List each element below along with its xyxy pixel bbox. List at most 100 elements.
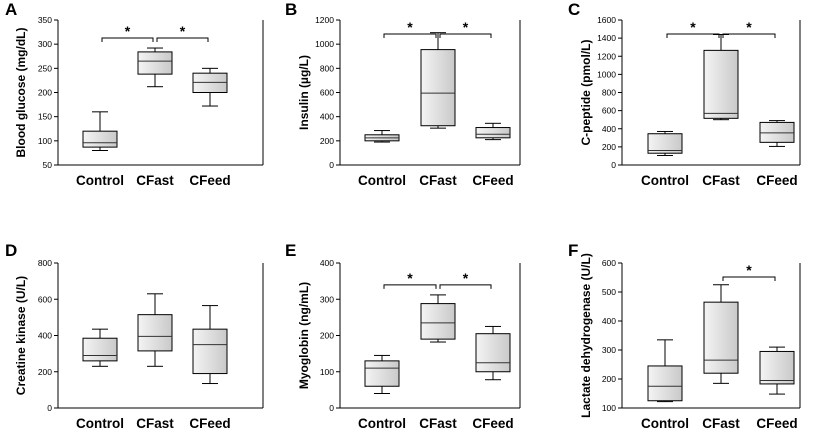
panel-c: C C-peptide (pmol/L) 0 200 400 600 800 1000 1200… bbox=[568, 0, 801, 188]
panel-d-y-tick-label: 400 bbox=[38, 331, 52, 341]
panel-a-significance-0: * bbox=[101, 23, 154, 43]
panel-d-box-cfeed-iqr bbox=[192, 328, 228, 375]
panel-d-letter: D bbox=[5, 241, 17, 260]
panel-e-y-tick-label: 200 bbox=[320, 331, 334, 341]
panel-f-box-cfeed bbox=[759, 346, 795, 395]
panel-e-x-label-control: Control bbox=[358, 416, 406, 430]
panel-a-significance-1-label: * bbox=[180, 23, 186, 39]
panel-b-significance-1-bracket bbox=[439, 33, 492, 38]
panel-c-letter: C bbox=[568, 0, 580, 19]
panel-a-x-label-cfeed: CFeed bbox=[189, 173, 230, 188]
panel-e-x-label-cfeed: CFeed bbox=[472, 416, 513, 430]
panel-c-y-tick-label: 0 bbox=[611, 160, 616, 170]
panel-a-box-control bbox=[82, 111, 118, 151]
panel-c-significance-1-bracket bbox=[722, 33, 776, 38]
panel-e-box-cfeed bbox=[475, 325, 511, 381]
panel-b-box-cfast bbox=[420, 32, 456, 129]
panel-a-significance-1-bracket bbox=[156, 37, 209, 43]
panel-a-x-label-cfast: CFast bbox=[136, 173, 174, 188]
panel-a-box-cfast-iqr bbox=[137, 51, 173, 75]
panel-e-significance-1-bracket bbox=[439, 284, 492, 289]
panel-b-letter: B bbox=[285, 0, 297, 19]
panel-c-y-axis-label: C-peptide (pmol/L) bbox=[579, 40, 593, 146]
panel-f-significance-0-label: * bbox=[746, 262, 752, 278]
panel-c-y-tick-label: 200 bbox=[602, 142, 616, 152]
panel-c-box-control bbox=[647, 130, 683, 156]
panel-d-x-label-control: Control bbox=[76, 416, 124, 430]
panel-c-significance-0-label: * bbox=[690, 19, 696, 35]
panel-b-significance-0: * bbox=[383, 19, 437, 38]
panel-d-y-tick-label: 0 bbox=[47, 403, 52, 413]
panel-a-y-tick-label: 50 bbox=[43, 160, 53, 170]
panel-c-x-label-cfast: CFast bbox=[702, 173, 740, 188]
panel-c-x-label-cfeed: CFeed bbox=[756, 173, 797, 188]
panel-d-box-cfast bbox=[137, 293, 173, 367]
panel-d-box-cfeed bbox=[192, 305, 228, 385]
panel-c-box-cfast-iqr bbox=[703, 49, 739, 119]
panel-c-y-tick-label: 800 bbox=[602, 88, 616, 98]
panel-a-box-cfast bbox=[137, 47, 173, 88]
panel-b-y-tick-label: 400 bbox=[320, 112, 334, 122]
panel-d-y-tick-label: 600 bbox=[38, 294, 52, 304]
panel-f-y-tick-label: 400 bbox=[602, 316, 616, 326]
panel-b-box-cfast-iqr bbox=[420, 49, 456, 127]
panel-b: B Insulin (µg/L) 0 200 400 600 800 1000 1200 Cont… bbox=[285, 0, 521, 188]
panel-f-box-cfast bbox=[703, 284, 739, 384]
panel-f-y-tick-label: 200 bbox=[602, 374, 616, 384]
panel-b-y-tick-label: 800 bbox=[320, 63, 334, 73]
panel-a-y-tick-label: 250 bbox=[38, 63, 52, 73]
panel-a-y-axis-label: Blood glucose (mg/dL) bbox=[14, 28, 28, 158]
panel-c-x-label-control: Control bbox=[641, 173, 689, 188]
panel-e-box-cfast-iqr bbox=[420, 303, 456, 340]
panel-b-x-label-cfeed: CFeed bbox=[472, 173, 513, 188]
panel-e-significance-1-label: * bbox=[463, 270, 469, 286]
panel-e-box-control-iqr bbox=[364, 360, 400, 387]
panel-f-y-tick-label: 600 bbox=[602, 258, 616, 268]
panel-a-significance-0-label: * bbox=[125, 23, 131, 39]
panel-e-box-cfast bbox=[420, 294, 456, 343]
panel-a-y-tick-label: 300 bbox=[38, 39, 52, 49]
panel-c-significance-0: * bbox=[666, 19, 720, 38]
panel-d-y-tick-label: 800 bbox=[38, 258, 52, 268]
panel-c-y-tick-label: 400 bbox=[602, 124, 616, 134]
panel-d-x-label-cfast: CFast bbox=[136, 416, 174, 430]
panel-e-significance-0-label: * bbox=[407, 270, 413, 286]
panel-a-significance-1: * bbox=[156, 23, 209, 43]
panel-a-y-tick-label: 150 bbox=[38, 112, 52, 122]
panel-b-significance-0-label: * bbox=[407, 19, 413, 35]
panel-b-box-cfeed bbox=[475, 122, 511, 141]
panel-b-box-cfeed-iqr bbox=[475, 127, 511, 139]
panel-f-x-label-control: Control bbox=[641, 416, 689, 430]
panel-a-x-label-control: Control bbox=[76, 173, 124, 188]
panel-f-y-axis-label: Lactate dehydrogenase (U/L) bbox=[579, 253, 593, 418]
panel-b-y-axis-label: Insulin (µg/L) bbox=[297, 55, 311, 130]
panel-f-box-cfeed-iqr bbox=[759, 350, 795, 385]
panel-a-y-tick-label: 200 bbox=[38, 88, 52, 98]
panel-e-x-label-cfast: CFast bbox=[419, 416, 457, 430]
panel-f-significance-0: * bbox=[722, 262, 776, 281]
panel-b-significance-1: * bbox=[439, 19, 492, 38]
panel-a-box-cfeed bbox=[192, 67, 228, 107]
panel-c-y-tick-label: 1000 bbox=[597, 69, 616, 79]
panel-c-box-control-iqr bbox=[647, 133, 683, 154]
panel-e-y-tick-label: 300 bbox=[320, 294, 334, 304]
panel-f-x-label-cfeed: CFeed bbox=[756, 416, 797, 430]
panel-e-y-axis-label: Myoglobin (ng/mL) bbox=[297, 282, 311, 389]
panel-b-x-label-control: Control bbox=[358, 173, 406, 188]
panel-b-y-tick-label: 0 bbox=[329, 160, 334, 170]
panel-a-box-control-iqr bbox=[82, 130, 118, 148]
panel-d-box-cfast-iqr bbox=[137, 314, 173, 352]
panel-c-box-cfeed bbox=[759, 120, 795, 147]
panel-f-y-tick-label: 100 bbox=[602, 403, 616, 413]
panel-f-box-cfast-iqr bbox=[703, 301, 739, 374]
panel-e-box-cfeed-iqr bbox=[475, 333, 511, 373]
panel-f-x-label-cfast: CFast bbox=[702, 416, 740, 430]
panel-e: E Myoglobin (ng/mL) 0 100 200 300 400 Control CF… bbox=[285, 241, 521, 430]
panel-b-y-tick-label: 1000 bbox=[315, 39, 334, 49]
panel-f-box-control-iqr bbox=[647, 365, 683, 402]
panel-f-y-tick-label: 300 bbox=[602, 345, 616, 355]
panel-c-y-tick-label: 1600 bbox=[597, 15, 616, 25]
panel-f-y-tick-label: 500 bbox=[602, 287, 616, 297]
